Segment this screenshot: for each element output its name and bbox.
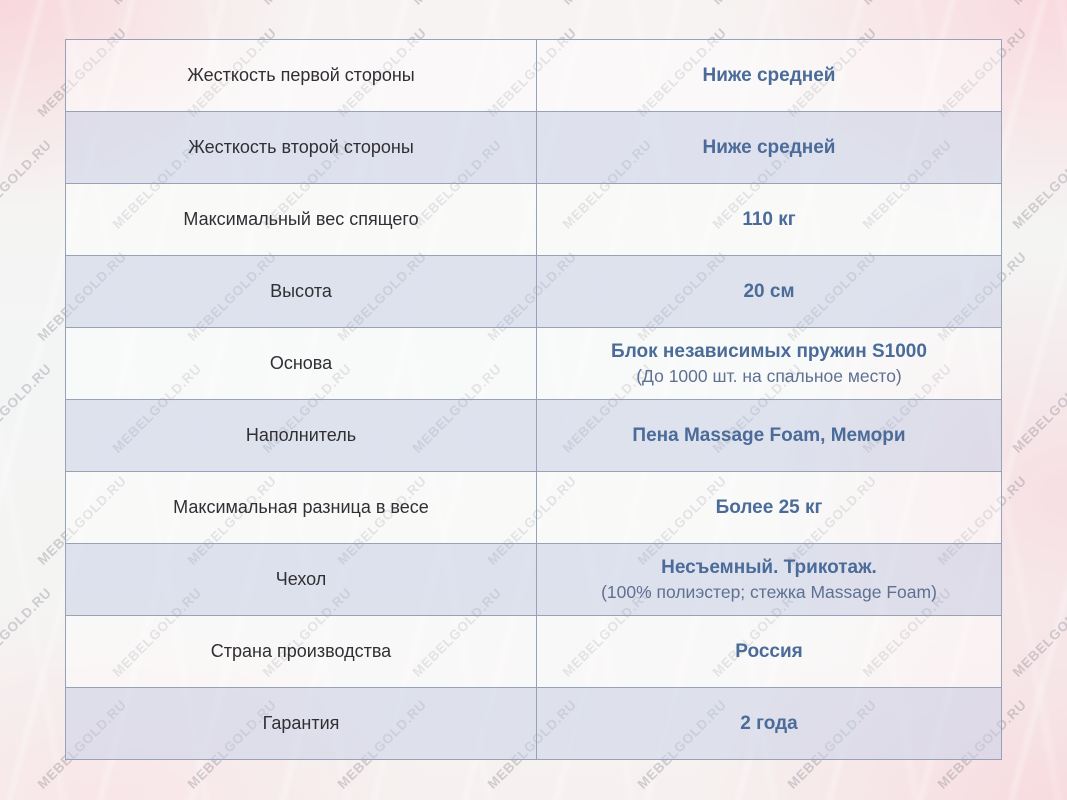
watermark-text: MEBELGOLD.RU	[260, 0, 355, 8]
spec-value-primary: Россия	[735, 640, 803, 662]
watermark-text: MEBELGOLD.RU	[1009, 584, 1067, 680]
spec-value: Более 25 кг	[537, 472, 1001, 543]
table-row: Чехол Несъемный. Трикотаж. (100% полиэстер…	[66, 544, 1001, 616]
spec-value-primary: 110 кг	[742, 208, 796, 230]
spec-value: Ниже средней	[537, 112, 1001, 183]
spec-value-primary: 20 см	[743, 280, 795, 302]
table-row: Максимальный вес спящего 110 кг	[66, 184, 1001, 256]
watermark-text: MEBELGOLD.RU	[0, 584, 55, 680]
spec-value: 2 года	[537, 688, 1001, 759]
spec-label: Основа	[66, 328, 537, 399]
spec-label: Страна производства	[66, 616, 537, 687]
spec-value-primary: Несъемный. Трикотаж.	[661, 557, 877, 579]
table-row: Максимальная разница в весе Более 25 кг	[66, 472, 1001, 544]
table-row: Жесткость первой стороны Ниже средней	[66, 40, 1001, 112]
table-row: Страна производства Россия	[66, 616, 1001, 688]
spec-label: Максимальный вес спящего	[66, 184, 537, 255]
spec-label: Высота	[66, 256, 537, 327]
spec-value-primary: Пена Massage Foam, Мемори	[632, 424, 906, 446]
table-row: Наполнитель Пена Massage Foam, Мемори	[66, 400, 1001, 472]
watermark-text: MEBELGOLD.RU	[1009, 136, 1067, 232]
watermark-text: MEBELGOLD.RU	[710, 0, 805, 8]
spec-label: Жесткость первой стороны	[66, 40, 537, 111]
table-row: Высота 20 см	[66, 256, 1001, 328]
spec-value-primary: Более 25 кг	[715, 496, 823, 518]
spec-value-primary: Ниже средней	[702, 64, 836, 86]
spec-value-secondary: (До 1000 шт. на спальное место)	[636, 365, 902, 386]
spec-value: Несъемный. Трикотаж. (100% полиэстер; сте…	[537, 544, 1001, 615]
watermark-text: MEBELGOLD.RU	[410, 0, 505, 8]
watermark-text: MEBELGOLD.RU	[1010, 0, 1067, 8]
spec-value-secondary: (100% полиэстер; стежка Massage Foam)	[601, 581, 937, 602]
watermark-text: MEBELGOLD.RU	[0, 136, 55, 232]
product-spec-table: Жесткость первой стороны Ниже средней Жест…	[65, 39, 1002, 760]
spec-value-primary: 2 года	[740, 712, 798, 734]
spec-label: Максимальная разница в весе	[66, 472, 537, 543]
watermark-text: MEBELGOLD.RU	[560, 0, 655, 8]
spec-value: 20 см	[537, 256, 1001, 327]
spec-label: Гарантия	[66, 688, 537, 759]
spec-value-primary: Блок независимых пружин S1000	[611, 341, 927, 363]
spec-label: Наполнитель	[66, 400, 537, 471]
spec-value: Блок независимых пружин S1000 (До 1000 шт…	[537, 328, 1001, 399]
watermark-text: MEBELGOLD.RU	[110, 0, 205, 8]
spec-value-primary: Ниже средней	[702, 136, 836, 158]
spec-label: Чехол	[66, 544, 537, 615]
watermark-text: MEBELGOLD.RU	[0, 360, 55, 456]
spec-value: 110 кг	[537, 184, 1001, 255]
watermark-text: MEBELGOLD.RU	[860, 0, 955, 8]
watermark-text: MEBELGOLD.RU	[1009, 360, 1067, 456]
table-row: Основа Блок независимых пружин S1000 (До 1…	[66, 328, 1001, 400]
spec-value: Пена Massage Foam, Мемори	[537, 400, 1001, 471]
table-row: Жесткость второй стороны Ниже средней	[66, 112, 1001, 184]
spec-value: Россия	[537, 616, 1001, 687]
spec-value: Ниже средней	[537, 40, 1001, 111]
watermark-text: MEBELGOLD.RU	[0, 0, 55, 8]
spec-label: Жесткость второй стороны	[66, 112, 537, 183]
table-row: Гарантия 2 года	[66, 688, 1001, 759]
